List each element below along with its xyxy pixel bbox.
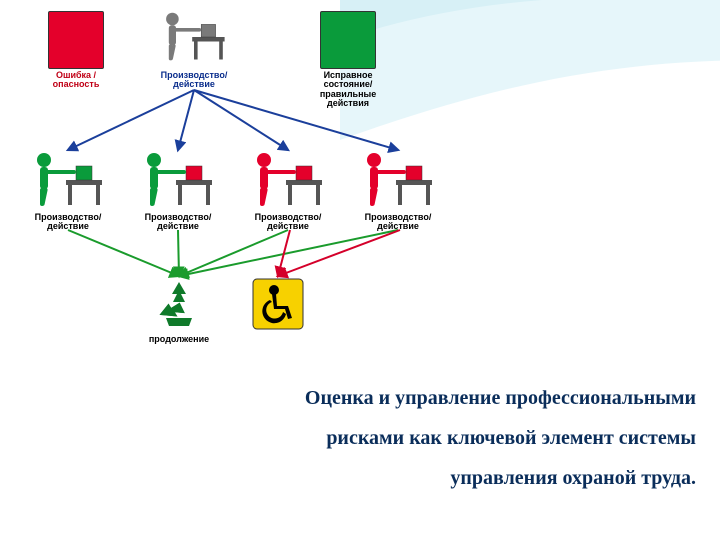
- top-node-safe-label: Исправное состояние/ правильные действия: [320, 71, 376, 109]
- bottom-node-wheelchair: [252, 278, 304, 330]
- mid-node-w3: Производство/ действие: [248, 150, 328, 232]
- safe-square-icon: [320, 12, 376, 68]
- mid-node-w4-label: Производство/ действие: [365, 213, 432, 232]
- arrow: [179, 230, 288, 276]
- w2-worker-icon: [138, 150, 218, 210]
- arrow: [179, 230, 398, 276]
- bottom-node-recycle-label: продолжение: [149, 335, 209, 344]
- w1-worker-icon: [28, 150, 108, 210]
- mid-node-w1: Производство/ действие: [28, 150, 108, 232]
- w3-worker-icon: [248, 150, 328, 210]
- arrow: [194, 90, 288, 150]
- arrow: [178, 230, 179, 276]
- bottom-node-recycle: продолжение: [152, 278, 206, 344]
- prod_gray-worker-icon: [158, 6, 230, 68]
- title-block: Оценка и управление профессиональными ри…: [0, 378, 720, 498]
- mid-node-w3-label: Производство/ действие: [255, 213, 322, 232]
- arrow: [278, 230, 400, 276]
- title-line-1: Оценка и управление профессиональными: [24, 378, 696, 418]
- mid-node-w4: Производство/ действие: [358, 150, 438, 232]
- mid-node-w2: Производство/ действие: [138, 150, 218, 232]
- mid-node-w2-label: Производство/ действие: [145, 213, 212, 232]
- arrow: [68, 90, 194, 150]
- arrow: [278, 230, 290, 276]
- recycle-icon: [152, 278, 206, 332]
- top-node-safe: Исправное состояние/ правильные действия: [320, 12, 376, 109]
- wheelchair-icon: [252, 278, 304, 330]
- title-line-3: управления охраной труда.: [24, 458, 696, 498]
- error-square-icon: [48, 12, 104, 68]
- top-node-prod_gray: Производство/ действие: [158, 6, 230, 90]
- top-node-prod_gray-label: Производство/ действие: [161, 71, 228, 90]
- diagram-region: Ошибка / опасность Производство/ действи…: [0, 0, 480, 370]
- arrow: [68, 230, 179, 276]
- mid-node-w1-label: Производство/ действие: [35, 213, 102, 232]
- arrow: [178, 90, 194, 150]
- title-line-2: рисками как ключевой элемент системы: [24, 418, 696, 458]
- top-node-error: Ошибка / опасность: [48, 12, 104, 90]
- top-node-error-label: Ошибка / опасность: [53, 71, 100, 90]
- w4-worker-icon: [358, 150, 438, 210]
